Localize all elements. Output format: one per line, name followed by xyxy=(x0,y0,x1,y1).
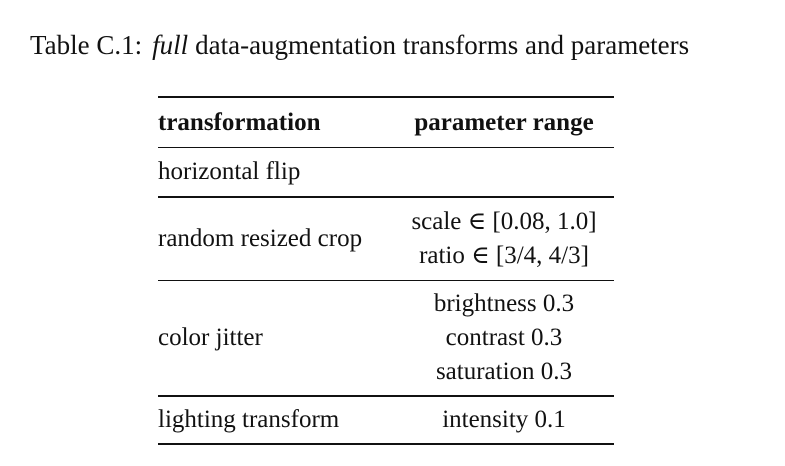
parameter-line: saturation 0.3 xyxy=(435,358,573,386)
table-caption: Table C.1: full data-augmentation transfor… xyxy=(30,28,689,62)
caption-label: Table C.1: xyxy=(30,30,143,60)
transformation-cell: lighting transform xyxy=(158,405,340,433)
parameter-cell: intensity 0.1 xyxy=(394,403,614,437)
row-rule xyxy=(158,279,614,282)
parameter-line: ratio ∈ [3/4, 4/3] xyxy=(419,241,589,269)
table-header-row: transformation parameter range xyxy=(158,98,614,147)
header-parameter-range: parameter range xyxy=(414,108,594,136)
bottom-rule xyxy=(158,442,614,445)
header-transformation: transformation xyxy=(158,108,321,136)
augmentation-table: transformation parameter range horizonta… xyxy=(158,96,614,445)
parameter-line: contrast 0.3 xyxy=(445,324,563,352)
table-row: color jitter brightness 0.3 contrast 0.3… xyxy=(158,281,614,395)
parameter-line: intensity 0.1 xyxy=(442,405,566,433)
table-row: random resized crop scale ∈ [0.08, 1.0] … xyxy=(158,198,614,280)
parameter-cell: brightness 0.3 contrast 0.3 saturation 0… xyxy=(394,287,614,389)
parameter-line: scale ∈ [0.08, 1.0] xyxy=(411,207,597,235)
header-rule xyxy=(158,147,614,149)
transformation-cell: random resized crop xyxy=(158,224,363,252)
caption-emphasis: full xyxy=(152,30,189,60)
row-rule xyxy=(158,196,614,198)
top-rule xyxy=(158,96,614,98)
parameter-line: brightness 0.3 xyxy=(433,290,575,318)
table-row: lighting transform intensity 0.1 xyxy=(158,397,614,443)
parameter-cell: scale ∈ [0.08, 1.0] ratio ∈ [3/4, 4/3] xyxy=(394,205,614,273)
transformation-cell: color jitter xyxy=(158,324,263,352)
table-row: horizontal flip xyxy=(158,148,614,196)
transformation-cell: horizontal flip xyxy=(158,158,301,186)
caption-text: data-augmentation transforms and paramet… xyxy=(195,30,690,60)
row-rule xyxy=(158,395,614,397)
